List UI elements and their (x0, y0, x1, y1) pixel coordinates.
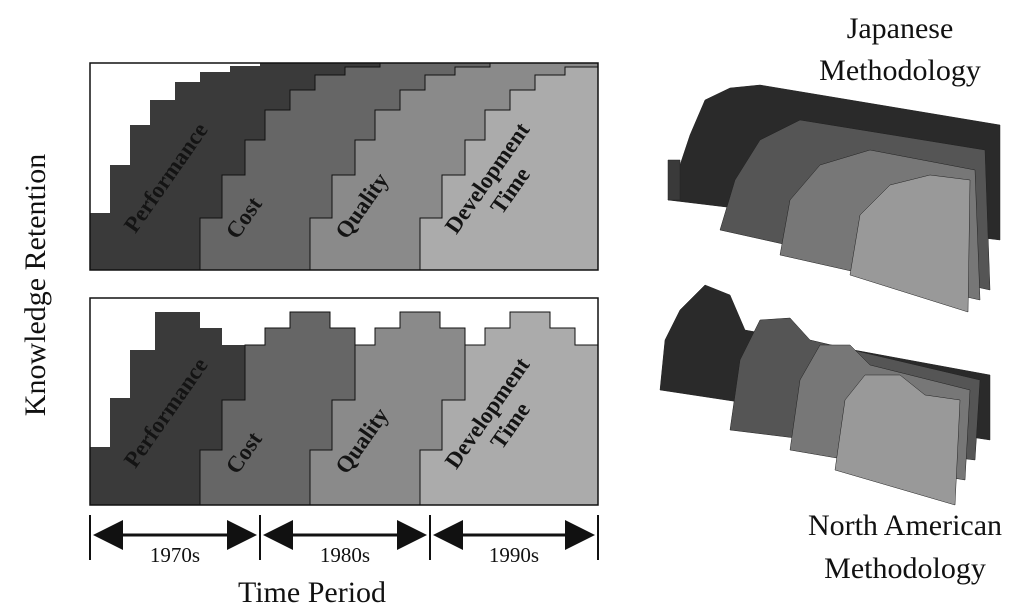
decade-label: 1980s (320, 543, 370, 567)
panel-top: Performance Cost Quality Development Tim… (89, 62, 599, 271)
panel-bottom: Performance Cost Quality Development Tim… (89, 297, 599, 506)
decade-label: 1990s (489, 543, 539, 567)
x-axis-label: Time Period (238, 576, 386, 609)
method-title: Methodology (819, 54, 981, 87)
north-american-model (659, 284, 991, 506)
method-title: North American (808, 509, 1002, 542)
method-title: Methodology (824, 552, 986, 585)
time-axis (89, 515, 599, 560)
decade-label: 1970s (150, 543, 200, 567)
method-title: Japanese (847, 12, 954, 45)
y-axis-label: Knowledge Retention (19, 154, 52, 416)
japanese-model (667, 84, 1001, 313)
